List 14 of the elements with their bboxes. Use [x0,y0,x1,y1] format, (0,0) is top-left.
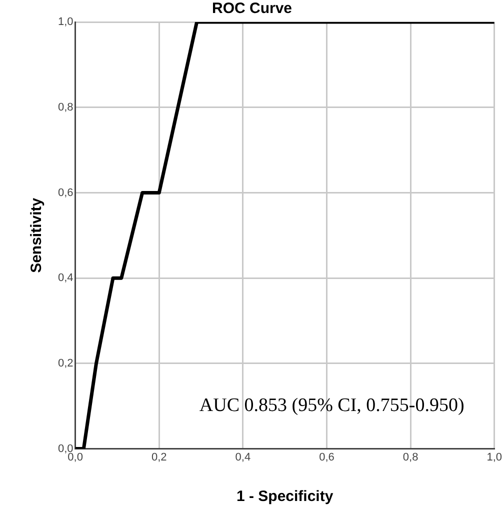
y-axis-title: Sensitivity [28,197,46,273]
y-tick-label: 0,2 [58,357,74,370]
y-tick-label: 0,8 [58,101,74,114]
y-tick-label: 1,0 [58,16,74,28]
x-tick-label: 0,4 [235,451,251,464]
y-tick-label: 0,6 [58,186,74,199]
x-tick-label: 0,6 [319,451,334,464]
x-tick-label: 0,8 [402,451,418,464]
x-tick-label: 0,2 [151,451,167,464]
chart-title: ROC Curve [212,0,292,18]
x-tick-label: 1,0 [486,451,502,464]
y-tick-label: 0,4 [58,272,74,284]
x-axis-title: 1 - Specificity [236,488,334,506]
annotation: AUC 0.853 (95% CI, 0.755-0.950) [199,394,464,416]
